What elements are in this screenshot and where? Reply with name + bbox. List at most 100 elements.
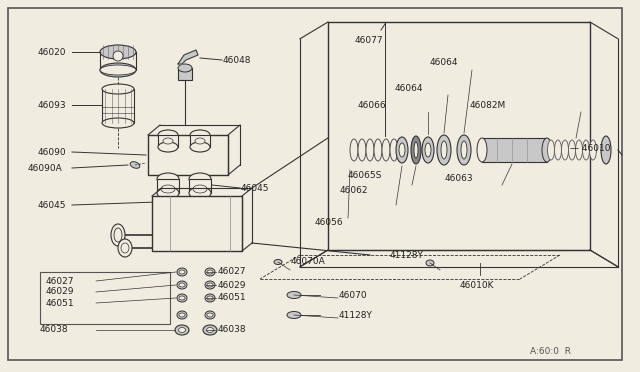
Ellipse shape [121,243,129,253]
Ellipse shape [114,228,122,242]
Ellipse shape [542,138,552,162]
Ellipse shape [157,187,179,199]
Ellipse shape [102,118,134,128]
Text: 46062: 46062 [340,186,369,195]
Ellipse shape [193,185,207,193]
Ellipse shape [589,140,596,160]
Ellipse shape [358,139,366,161]
Ellipse shape [189,187,211,199]
Bar [482,138,547,162]
Ellipse shape [175,325,189,335]
Ellipse shape [190,142,210,152]
Text: 46045: 46045 [38,201,67,209]
Text: 46038: 46038 [40,326,68,334]
Ellipse shape [100,63,136,77]
Ellipse shape [547,140,554,160]
Polygon shape [178,50,198,64]
Ellipse shape [158,142,178,152]
Ellipse shape [568,140,575,160]
Bar [157,179,179,193]
Ellipse shape [203,325,217,335]
Ellipse shape [411,136,421,164]
Text: 46064: 46064 [395,83,424,93]
Ellipse shape [179,283,185,287]
Text: 46051: 46051 [218,294,246,302]
Text: 46070: 46070 [339,291,367,299]
Bar [178,68,192,80]
Bar [190,135,210,147]
Ellipse shape [189,173,211,185]
Text: 46029: 46029 [218,280,246,289]
Ellipse shape [554,140,561,160]
Text: 46090: 46090 [38,148,67,157]
Bar [40,272,170,324]
Ellipse shape [130,162,140,168]
Ellipse shape [205,281,215,289]
Ellipse shape [205,311,215,319]
Text: 46056: 46056 [315,218,344,227]
Text: 46070A: 46070A [291,257,326,266]
Text: 46048: 46048 [223,55,252,64]
Text: 46029: 46029 [46,288,74,296]
Bar [102,89,134,123]
Text: 46051: 46051 [46,298,75,308]
Text: 46045: 46045 [241,183,269,192]
Text: 46063: 46063 [445,173,474,183]
Ellipse shape [207,270,213,274]
Ellipse shape [437,135,451,165]
Text: 46027: 46027 [46,276,74,285]
Ellipse shape [179,313,185,317]
Ellipse shape [274,260,282,264]
Ellipse shape [178,64,192,72]
Ellipse shape [177,311,187,319]
Text: 46066: 46066 [358,100,387,109]
Ellipse shape [163,138,173,144]
Ellipse shape [157,173,179,185]
Ellipse shape [390,139,398,161]
Ellipse shape [366,139,374,161]
Ellipse shape [457,135,471,165]
Bar [328,22,590,250]
Bar [152,196,242,251]
Ellipse shape [205,268,215,276]
Bar [158,135,178,147]
Ellipse shape [190,130,210,140]
Ellipse shape [399,143,405,157]
Text: 46064: 46064 [430,58,458,67]
Text: 46010K: 46010K [460,280,495,289]
Ellipse shape [195,138,205,144]
Text: 41128Y: 41128Y [339,311,373,320]
Ellipse shape [100,45,136,59]
Ellipse shape [177,294,187,302]
Text: — 46010: — 46010 [570,144,610,153]
Ellipse shape [422,137,434,163]
Circle shape [113,51,123,61]
Ellipse shape [425,143,431,157]
Ellipse shape [441,141,447,159]
Text: 46038: 46038 [218,326,246,334]
Bar [189,179,211,193]
Text: 46020: 46020 [38,48,67,57]
Ellipse shape [396,137,408,163]
Ellipse shape [207,296,213,300]
Text: 46082M: 46082M [470,100,506,109]
Text: 46090A: 46090A [28,164,63,173]
Ellipse shape [575,140,582,160]
Ellipse shape [601,136,611,164]
Ellipse shape [100,65,136,75]
Ellipse shape [287,292,301,298]
Text: 46065S: 46065S [348,170,382,180]
Ellipse shape [561,140,568,160]
Ellipse shape [179,270,185,274]
Ellipse shape [179,296,185,300]
Text: 46027: 46027 [218,267,246,276]
Ellipse shape [158,130,178,140]
Text: 46093: 46093 [38,100,67,109]
Ellipse shape [414,142,418,158]
Ellipse shape [461,141,467,159]
Ellipse shape [207,283,213,287]
Ellipse shape [177,268,187,276]
Ellipse shape [161,185,175,193]
Ellipse shape [207,313,213,317]
Ellipse shape [382,139,390,161]
